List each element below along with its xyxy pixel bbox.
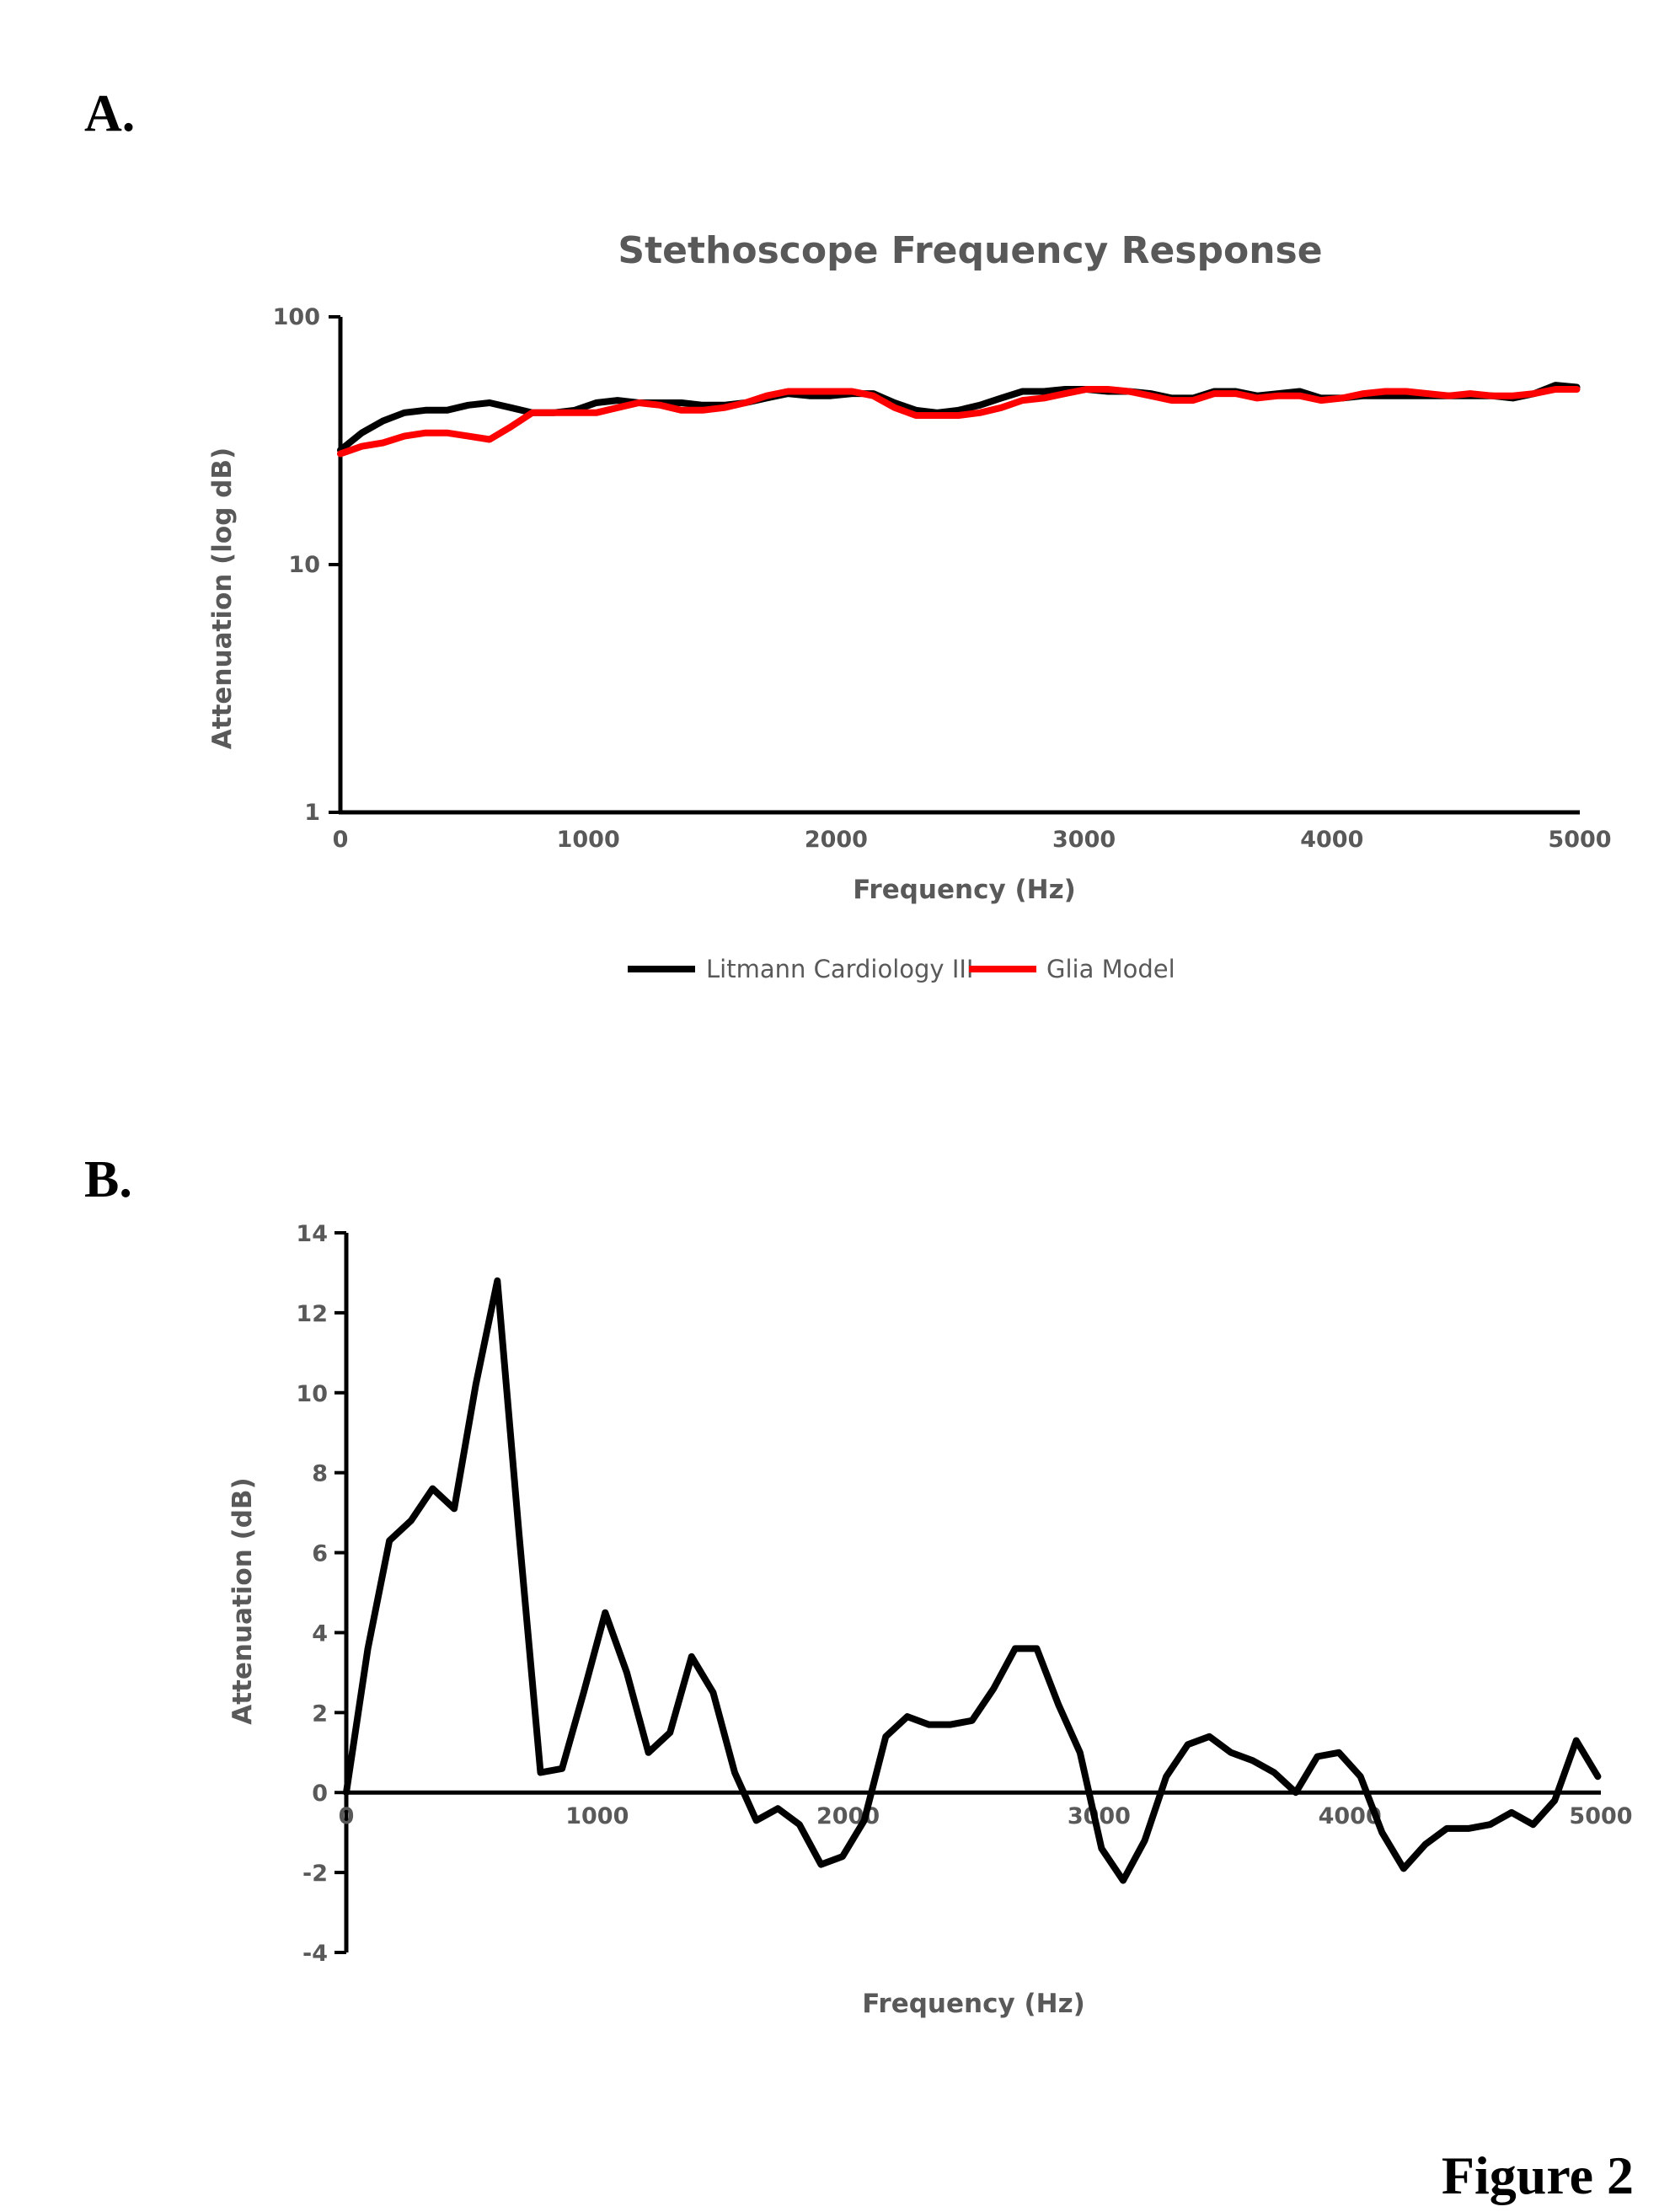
chart-b-x-tick-label: 1000 (565, 1803, 629, 1829)
chart-a-y-tick-label: 100 (273, 304, 320, 330)
chart-b-y-tick-label: 14 (296, 1221, 328, 1247)
chart-a-x-axis-label: Frequency (Hz) (853, 875, 1076, 905)
chart-b-y-tick-label: 12 (296, 1301, 328, 1327)
chart-a-y-tick-label: 1 (304, 800, 320, 826)
chart-a-x-tick-label: 4000 (1300, 827, 1363, 853)
chart-b-series-line-1 (343, 1277, 1602, 1884)
chart-a-title: Stethoscope Frequency Response (618, 229, 1322, 272)
chart-a-frequency-response: Stethoscope Frequency Response 100 10 10 100… (207, 229, 1612, 983)
chart-b-x-tick-label: 0 (339, 1803, 355, 1829)
chart-b-y-axis-label: Attenuation (dB) (227, 1477, 258, 1724)
figure-caption: Figure 2 (1441, 2145, 1634, 2205)
chart-a-y-tick-label: 10 (288, 552, 320, 578)
chart-b-x-axis-label: Frequency (Hz) (862, 1989, 1085, 2019)
chart-a-x-tick-label: 2000 (805, 827, 868, 853)
chart-a-series-line-2 (337, 386, 1581, 458)
chart-a-x-tick-label: 5000 (1548, 827, 1611, 853)
chart-a-x-tick-label: 0 (333, 827, 349, 853)
chart-a-legend-label-2: Glia Model (1046, 955, 1175, 983)
chart-a-y-axis-label: Attenuation (log dB) (207, 447, 238, 749)
chart-a-x-tick-label: 3000 (1052, 827, 1116, 853)
chart-b-y-tick-label: -2 (302, 1861, 328, 1887)
chart-a-legend-label-1: Litmann Cardiology III (706, 955, 973, 983)
chart-b-y-tick-label: -4 (302, 1941, 328, 1967)
chart-b-y-tick-label: 4 (312, 1620, 328, 1647)
panel-b-label: B. (84, 1151, 132, 1208)
chart-b-y-tick-label: 8 (312, 1461, 328, 1487)
chart-b-y-tick-label: 2 (312, 1701, 328, 1727)
chart-b-y-tick-label: 0 (312, 1781, 328, 1807)
chart-b-y-tick-label: 10 (296, 1381, 328, 1407)
chart-b-x-tick-label: 5000 (1569, 1803, 1632, 1829)
chart-a-x-tick-label: 1000 (557, 827, 620, 853)
chart-b-y-tick-label: 6 (312, 1541, 328, 1567)
panel-a-label: A. (84, 85, 136, 142)
